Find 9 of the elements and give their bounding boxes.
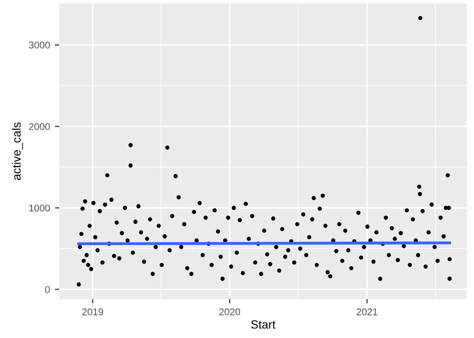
y-tick-label: 0 — [45, 286, 50, 293]
y-tick-label: 1000 — [29, 204, 50, 212]
x-tick-label: 2021 — [356, 308, 378, 316]
y-axis-title: active_cals — [12, 122, 23, 180]
x-tick-label: 2019 — [82, 308, 104, 316]
x-axis-title: Start — [251, 320, 276, 329]
x-tick-label: 2020 — [219, 308, 240, 316]
y-tick-label: 2000 — [29, 123, 50, 130]
y-tick-label: 3000 — [28, 42, 50, 49]
